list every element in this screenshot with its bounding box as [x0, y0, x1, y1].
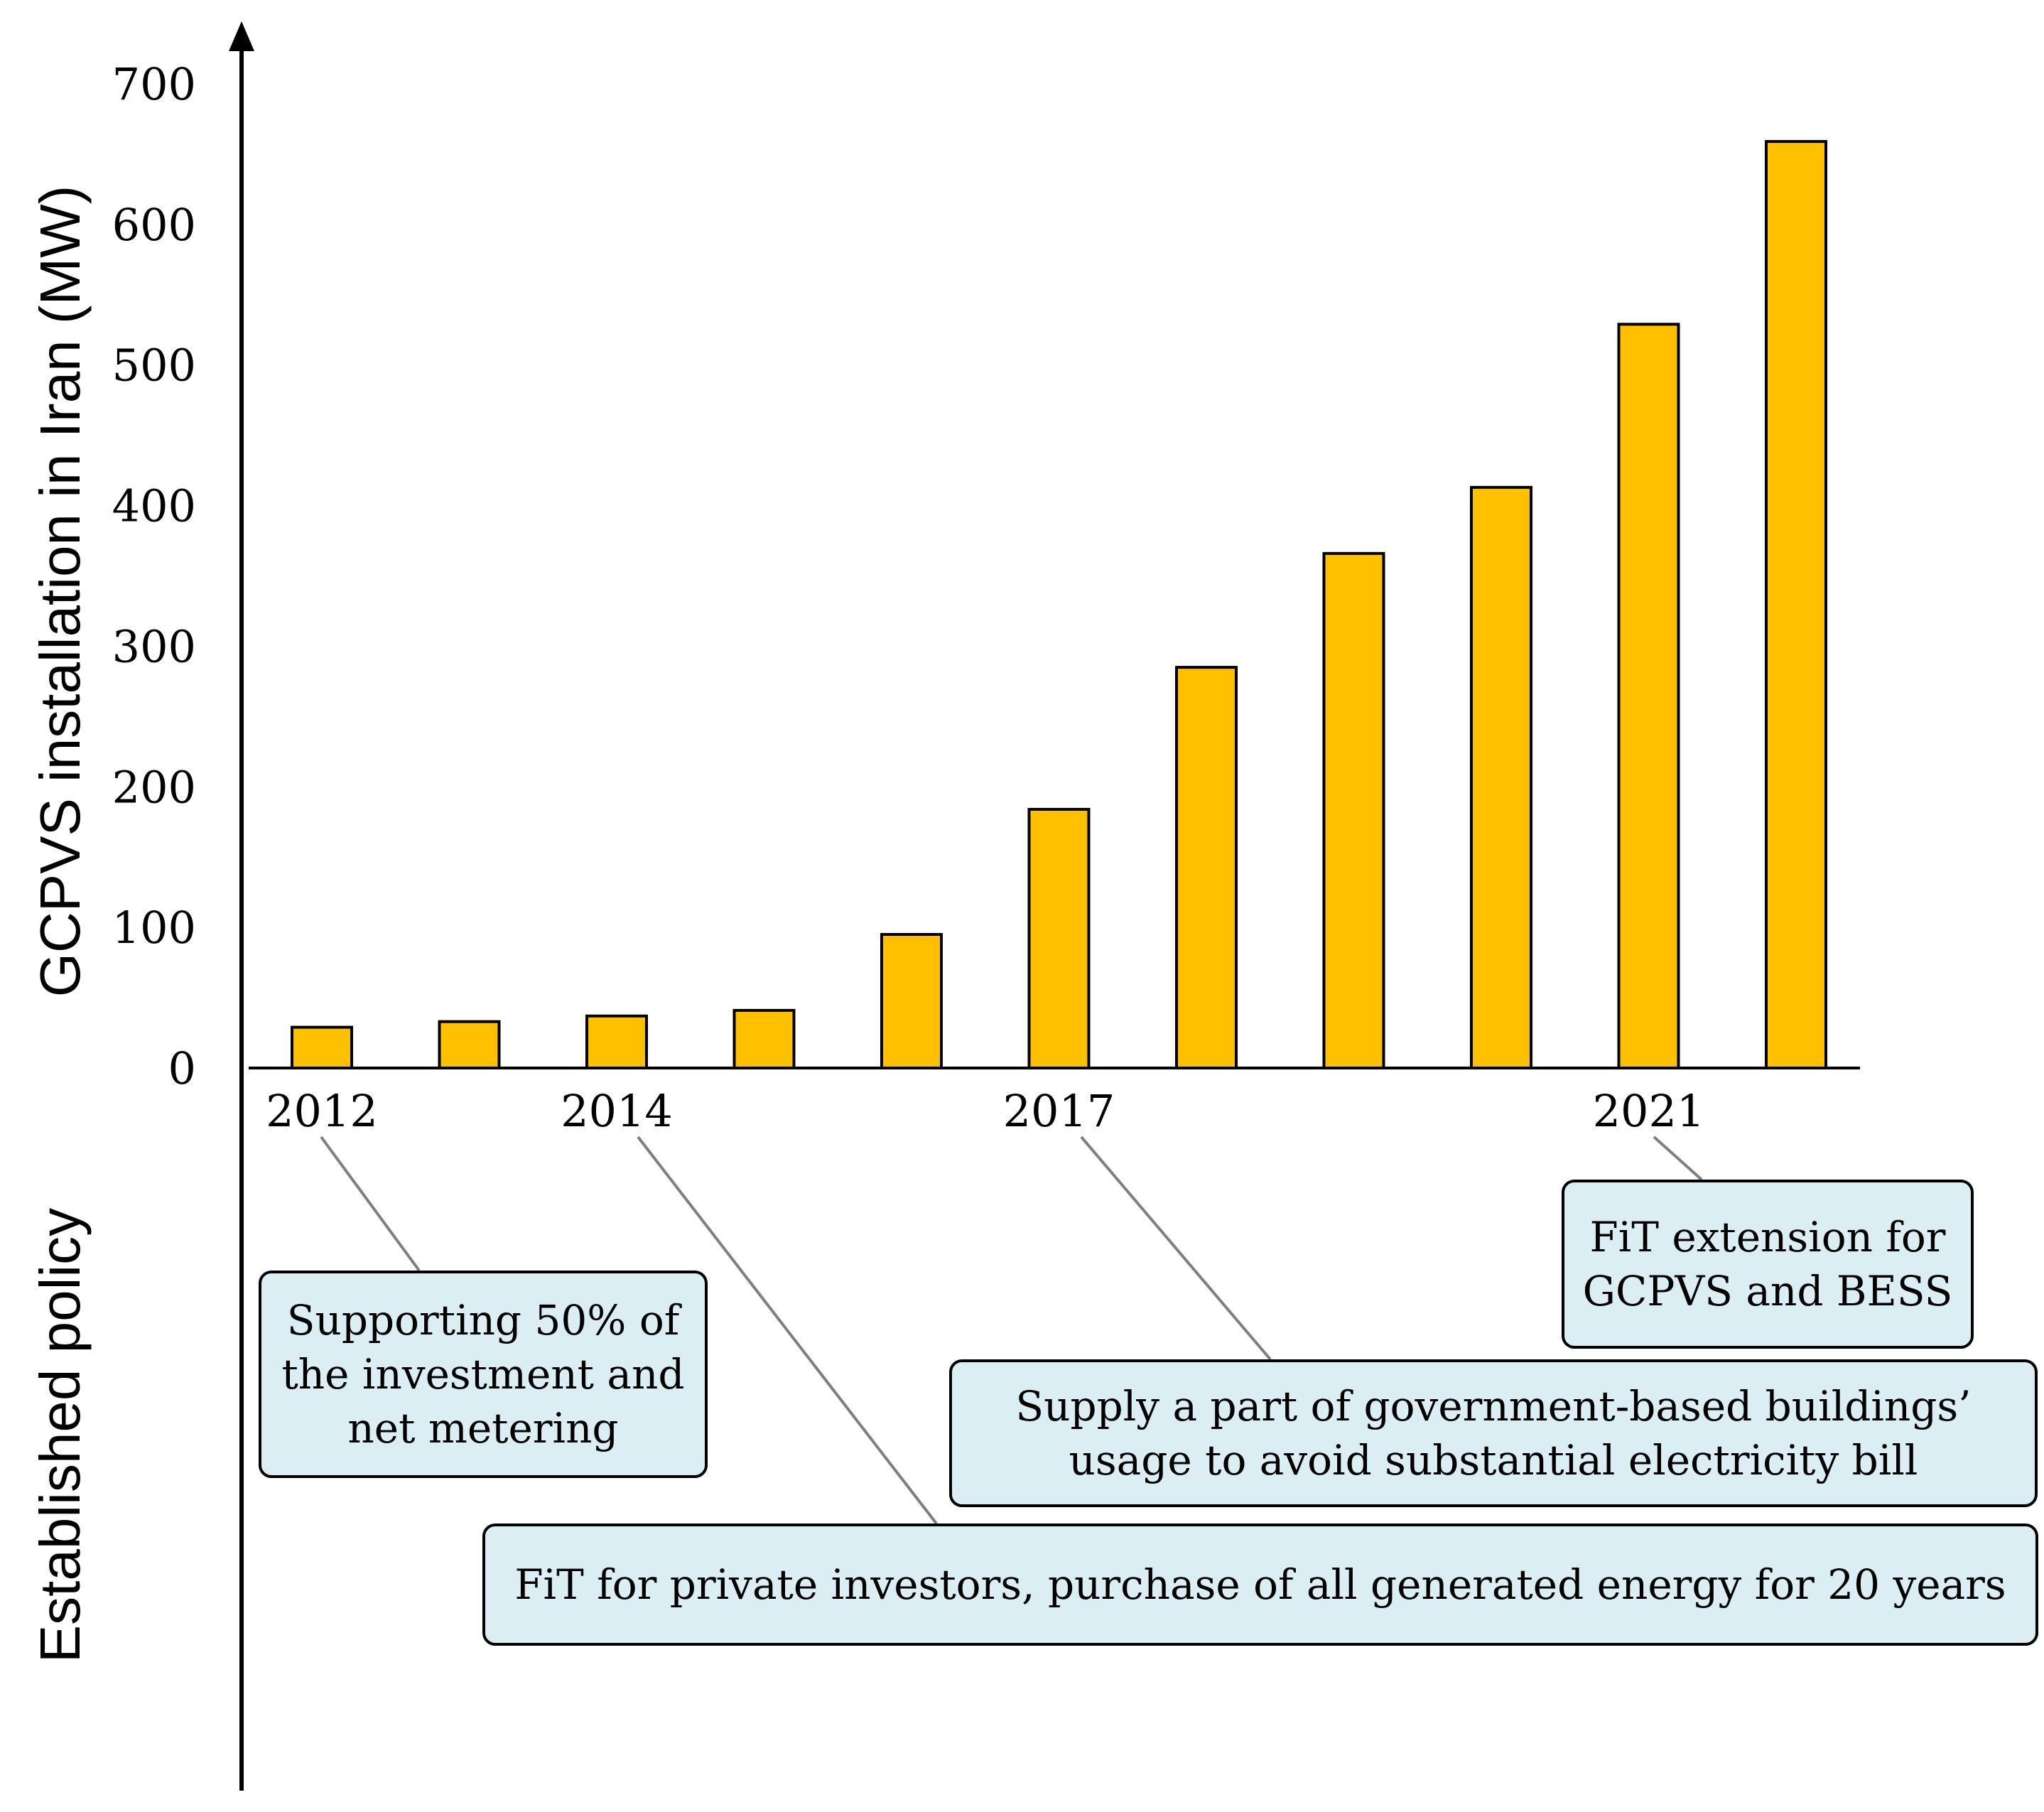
bar-2021	[1617, 323, 1680, 1070]
bar-2012	[291, 1025, 353, 1070]
x-tick-2012: 2012	[266, 1085, 378, 1137]
y-tick-100: 100	[112, 902, 196, 954]
bar-2014	[585, 1014, 648, 1069]
policy-box-net-metering: Supporting 50% of the investment and net…	[259, 1271, 708, 1478]
y-tick-200: 200	[112, 761, 196, 813]
annotation-connectors	[320, 1136, 1703, 1525]
bars-group	[291, 140, 1827, 1070]
y-tick-600: 600	[112, 199, 196, 251]
x-tick-2021: 2021	[1593, 1085, 1705, 1137]
bar-2019	[1322, 551, 1385, 1069]
bar-2015	[732, 1008, 796, 1069]
connector-2012	[320, 1136, 421, 1272]
bar-2020	[1470, 485, 1532, 1069]
bar-2018	[1175, 666, 1238, 1069]
x-tick-labels: 2012 2014 2017 2021	[266, 1085, 1704, 1137]
bar-2022	[1765, 140, 1827, 1069]
connector-2017	[1080, 1136, 1272, 1361]
y-tick-300: 300	[112, 620, 196, 672]
bar-2016	[880, 933, 943, 1070]
y-axis-arrow	[229, 21, 254, 51]
x-tick-2014: 2014	[561, 1085, 673, 1137]
connector-2021	[1653, 1136, 1703, 1181]
y-tick-400: 400	[112, 480, 196, 532]
policy-box-fit-extension: FiT extension for GCPVS and BESS	[1562, 1180, 1974, 1349]
connector-2014	[637, 1136, 938, 1525]
y-tick-700: 700	[112, 58, 196, 110]
y-tick-labels: 0 100 200 300 400 500 600 700	[112, 58, 196, 1094]
y-tick-500: 500	[112, 340, 196, 392]
bar-2013	[438, 1020, 501, 1070]
policy-box-fit-private-investors: FiT for private investors, purchase of a…	[482, 1524, 2038, 1646]
bar-2017	[1027, 807, 1091, 1069]
y-axis-label: GCPVS installation in Iran (MW)	[28, 185, 92, 998]
policy-box-government-buildings: Supply a part of government-based buildi…	[949, 1359, 2038, 1507]
y-tick-0: 0	[168, 1042, 196, 1094]
x-tick-2017: 2017	[1003, 1085, 1115, 1137]
policy-axis-label: Established policy	[28, 1208, 92, 1663]
